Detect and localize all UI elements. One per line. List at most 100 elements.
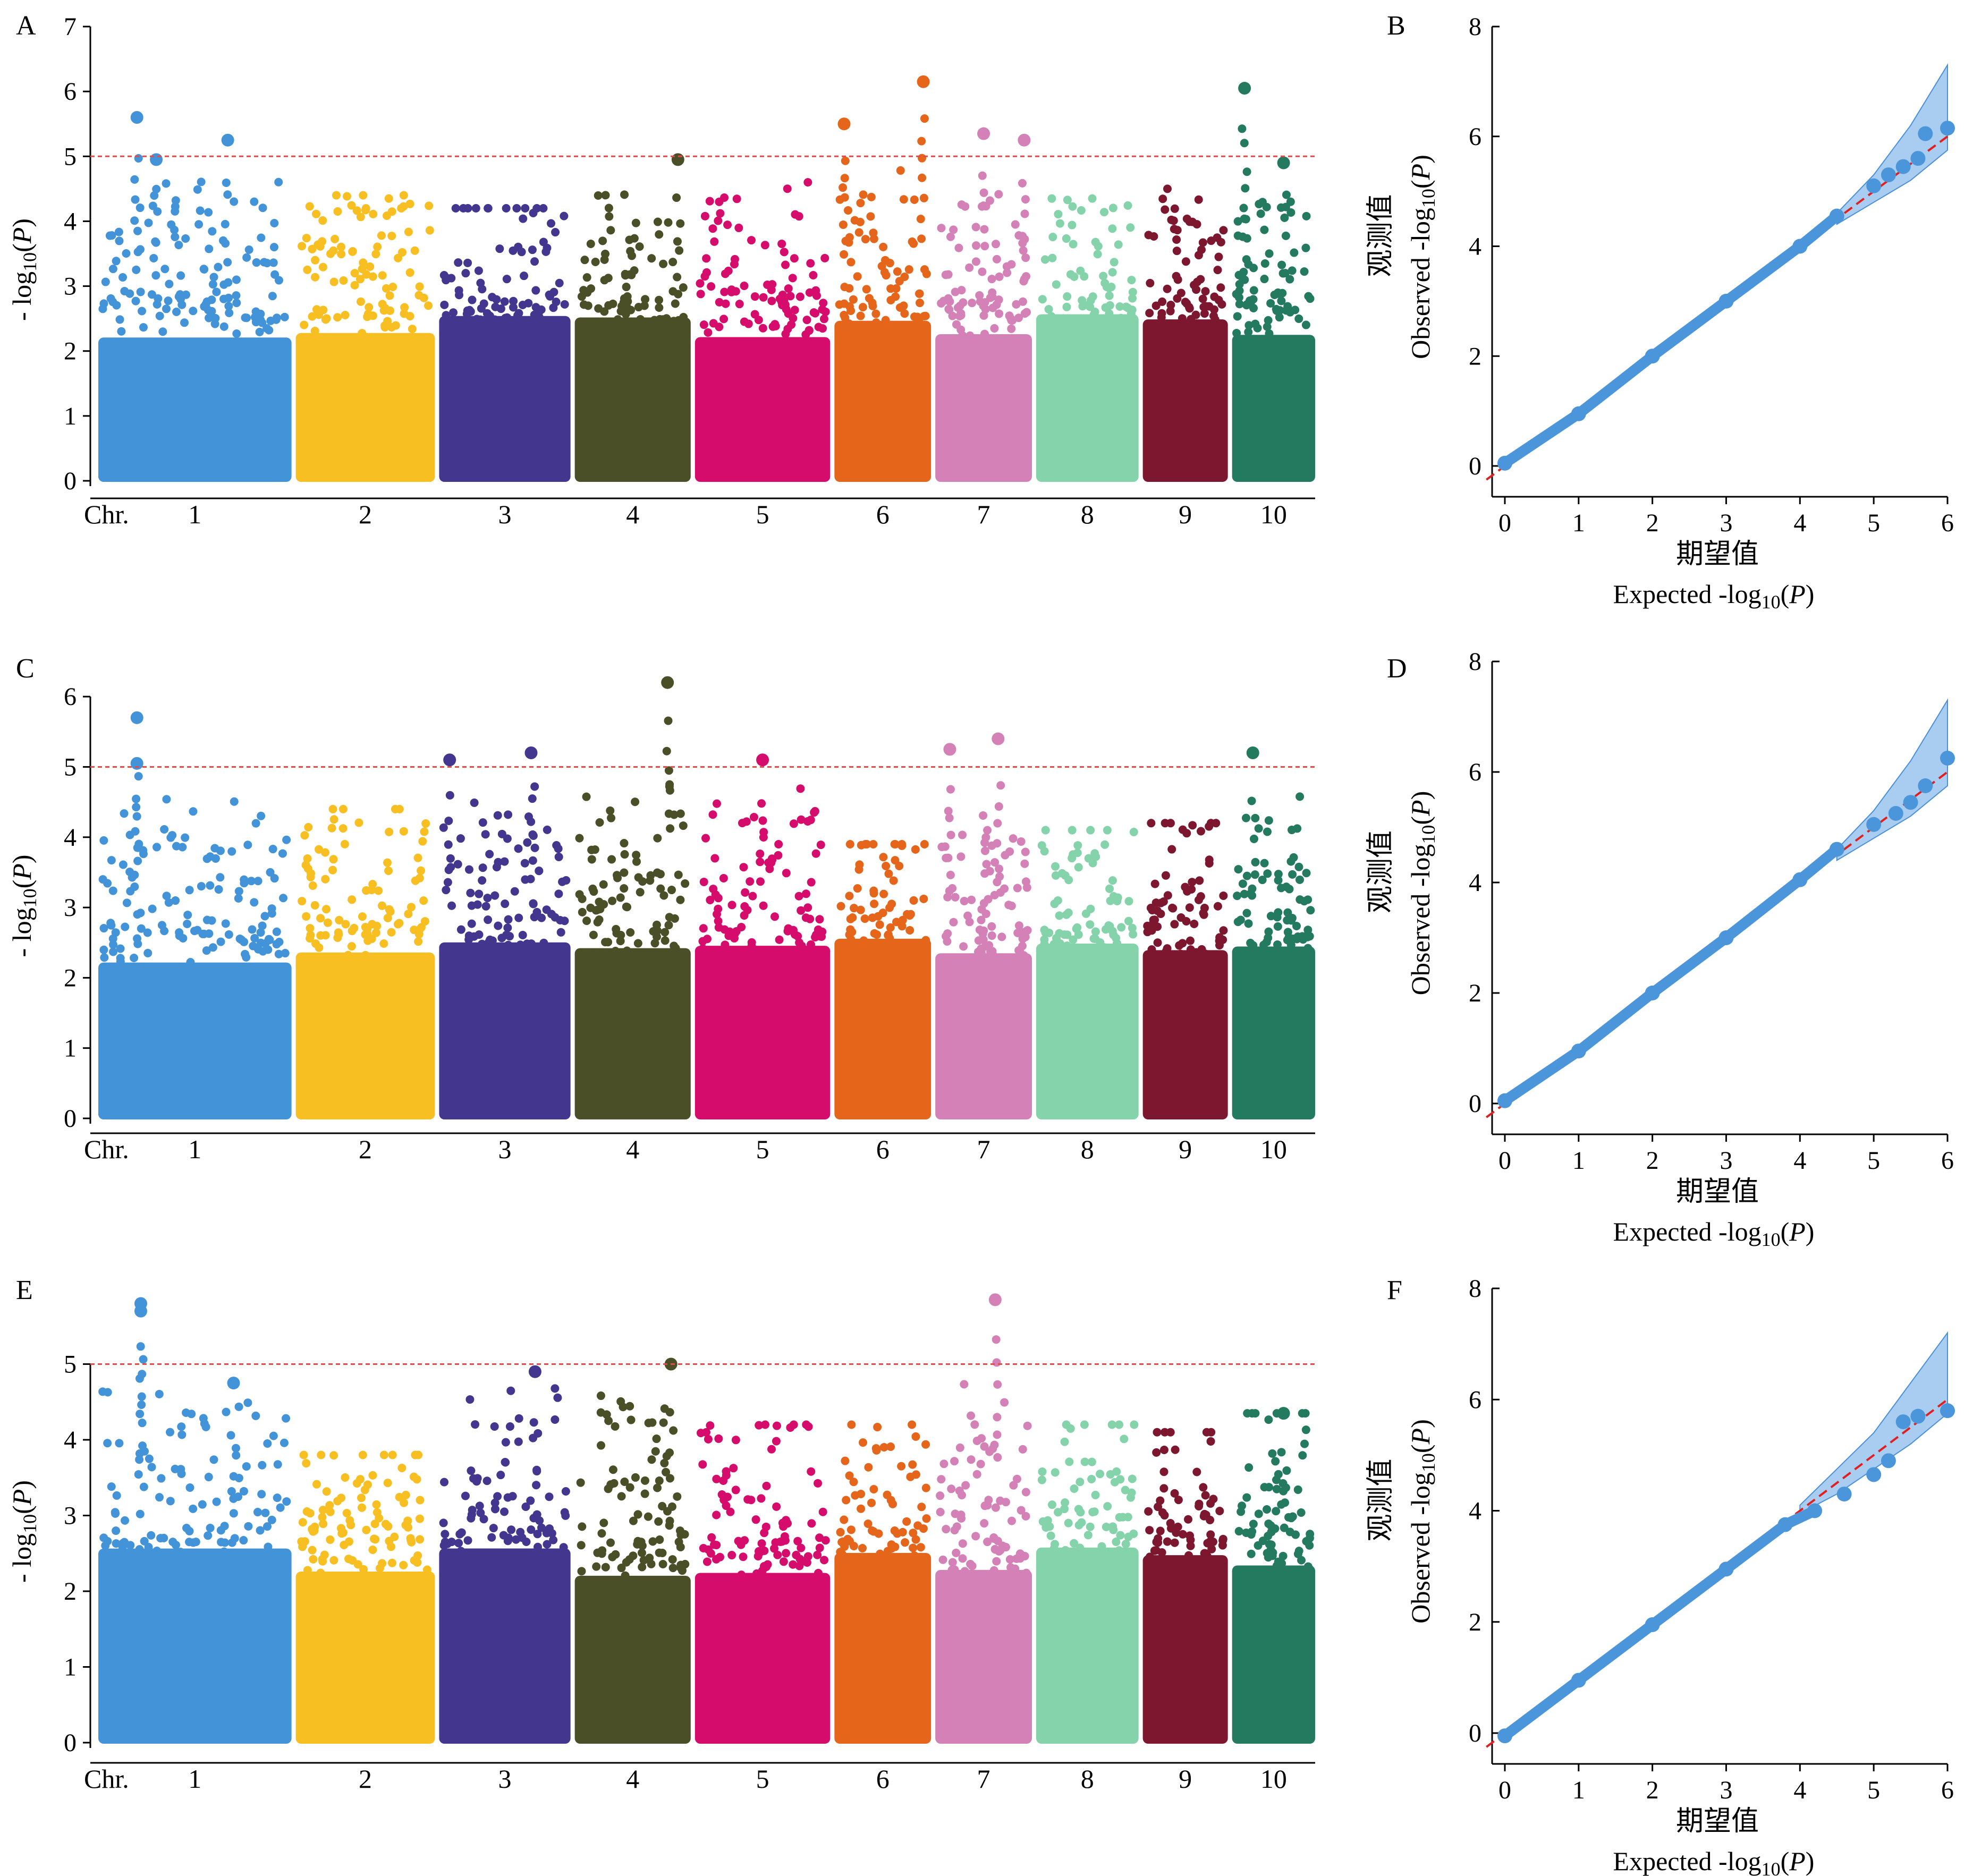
snp-point (941, 270, 950, 279)
chr-tick-label: 5 (756, 499, 769, 529)
snp-point (522, 939, 531, 948)
snp-point (869, 840, 878, 848)
snp-point (144, 1542, 153, 1551)
snp-point (526, 1496, 535, 1505)
snp-point (120, 809, 129, 818)
qq-x-tick-label: 0 (1498, 1776, 1511, 1804)
snp-point (773, 1550, 782, 1559)
snp-point (1019, 277, 1028, 286)
snp-point (598, 1546, 607, 1555)
snp-point (1091, 1490, 1100, 1499)
snp-point (801, 889, 810, 898)
snp-point (1196, 892, 1205, 901)
snp-point (1040, 255, 1049, 264)
snp-point (867, 1498, 876, 1507)
snp-point (803, 178, 812, 187)
snp-point (260, 912, 269, 921)
snp-point (1280, 1523, 1289, 1532)
snp-point (98, 1387, 107, 1396)
snp-point (421, 819, 430, 828)
snp-point (606, 806, 615, 815)
snp-point (1277, 955, 1286, 964)
snp-point (667, 1502, 676, 1511)
snp-point (727, 287, 736, 296)
snp-point (1246, 889, 1255, 898)
snp-point (1201, 949, 1210, 958)
snp-point (475, 1501, 484, 1510)
snp-point (322, 1487, 331, 1496)
chr-5-density (695, 1573, 831, 1744)
snp-point (747, 938, 756, 947)
snp-point (1283, 908, 1292, 917)
chr-2-points (295, 1450, 435, 1744)
snp-point (1019, 246, 1028, 255)
snp-point (228, 1566, 238, 1575)
snp-point (348, 247, 357, 256)
snp-point (698, 1460, 707, 1469)
snp-point (979, 311, 988, 320)
snp-point (988, 947, 997, 956)
snp-point (993, 878, 1002, 887)
snp-point (551, 1415, 560, 1424)
snp-point (939, 1459, 949, 1468)
snp-point (884, 930, 893, 939)
snp-point (377, 231, 386, 240)
snp-point (625, 1402, 634, 1411)
snp-point (400, 309, 409, 318)
snp-point (408, 325, 417, 334)
snp-point (835, 300, 844, 309)
snp-point (780, 248, 789, 257)
snp-point (748, 892, 757, 901)
snp-point (405, 199, 414, 208)
snp-point (960, 1380, 969, 1389)
y-tick-label: 2 (64, 964, 77, 992)
snp-point (638, 877, 647, 886)
snp-point (506, 1386, 515, 1395)
snp-point (983, 1538, 992, 1547)
snp-point (899, 195, 908, 204)
snp-point (1301, 243, 1310, 252)
snp-point (397, 203, 406, 213)
snp-point (118, 1539, 128, 1548)
snp-point (874, 953, 883, 962)
snp-point (530, 257, 539, 266)
y-axis-label: - log10(P) (7, 218, 40, 321)
snp-point (1166, 307, 1175, 316)
snp-point (696, 290, 705, 299)
snp-point (735, 300, 744, 309)
snp-point (653, 868, 662, 877)
snp-point (520, 859, 529, 868)
qq-point (1940, 121, 1955, 136)
snp-point (577, 1541, 586, 1550)
snp-point (1048, 253, 1057, 262)
snp-point (963, 911, 972, 920)
snp-point (821, 307, 830, 316)
snp-point (478, 939, 487, 948)
snp-point (512, 204, 521, 213)
snp-point (622, 302, 631, 311)
snp-point (1064, 1518, 1073, 1527)
snp-point (182, 1524, 191, 1533)
snp-point (734, 223, 743, 232)
snp-point (1248, 1527, 1257, 1536)
snp-point (707, 1533, 716, 1542)
snp-point (109, 947, 118, 956)
snp-point (606, 1480, 615, 1489)
snp-point (466, 888, 475, 897)
snp-point (957, 1514, 966, 1523)
snp-point (1205, 855, 1214, 864)
snp-point (458, 1566, 467, 1575)
qq-y-label-cn: 观测值 (1366, 1458, 1396, 1541)
snp-point (675, 1526, 684, 1535)
snp-point (625, 235, 634, 244)
snp-point (1018, 179, 1027, 188)
snp-point (395, 1492, 404, 1501)
snp-point (1242, 234, 1251, 243)
snp-point (1293, 1485, 1302, 1494)
snp-point (177, 1430, 187, 1439)
snp-point (318, 216, 327, 225)
snp-point (539, 938, 548, 947)
snp-point (1097, 1542, 1106, 1551)
snp-point (1178, 1530, 1187, 1539)
qq-point (1645, 1617, 1660, 1632)
